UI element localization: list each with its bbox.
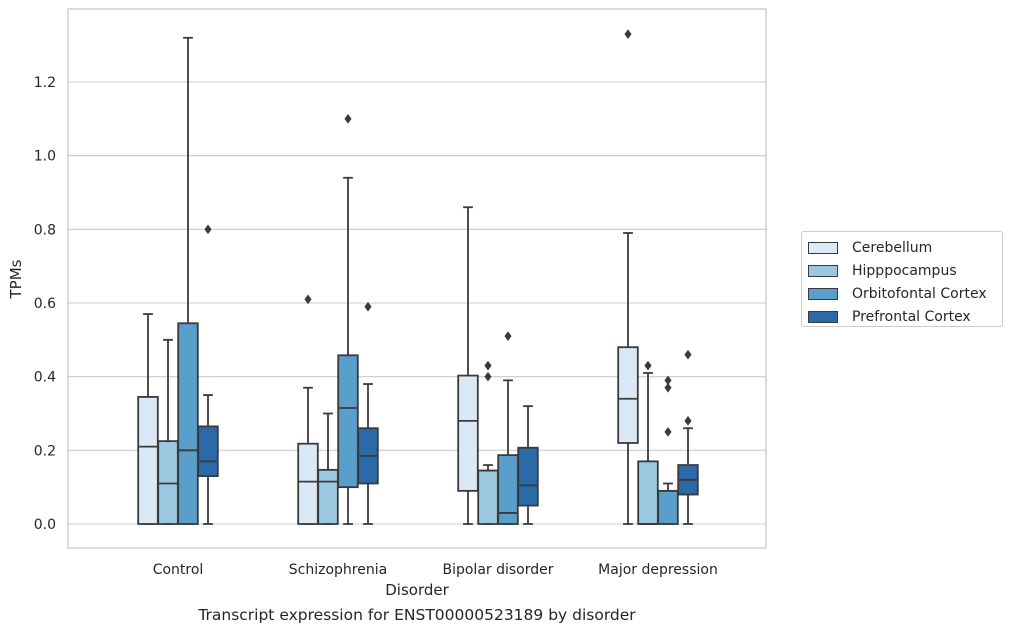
y-axis-ticks: 0.0 0.2 0.4 0.6 0.8 1.0 1.2 <box>34 75 56 533</box>
legend-swatch-cerebellum <box>808 241 838 254</box>
outlier-point <box>664 375 672 386</box>
y-tick-label: 1.2 <box>34 75 56 91</box>
box-body <box>457 374 479 492</box>
box-prefrontal-cortex-1 <box>357 301 379 525</box>
box-orbitofontal-cortex-2 <box>497 331 519 525</box>
legend-label-prefrontal-cortex: Prefrontal Cortex <box>852 308 971 325</box>
box-body <box>657 489 679 525</box>
legend-item-orbitofrontal-cortex: Orbitofontal Cortex <box>808 282 1002 305</box>
box-body <box>137 396 159 525</box>
box-cerebellum-1 <box>297 294 319 525</box>
legend-label-orbitofrontal-cortex: Orbitofontal Cortex <box>852 285 987 302</box>
outlier-point <box>504 331 512 342</box>
outlier-point <box>664 382 672 393</box>
box-body <box>297 442 319 525</box>
box-cerebellum-2 <box>457 206 479 525</box>
x-tick-label: Schizophrenia <box>289 562 387 578</box>
box-body <box>517 446 539 507</box>
outlier-point <box>304 294 312 305</box>
outlier-point <box>624 29 632 40</box>
box-orbitofontal-cortex-0 <box>177 36 199 525</box>
y-tick-label: 0.4 <box>34 370 56 386</box>
legend-swatch-orbitofrontal-cortex <box>808 287 838 300</box>
x-axis-label: Disorder <box>385 581 449 599</box>
x-tick-label: Bipolar disorder <box>442 562 553 578</box>
legend-label-hippocampus: Hipppocampus <box>852 262 957 279</box>
y-tick-label: 1.0 <box>34 149 56 165</box>
outlier-point <box>684 415 692 426</box>
legend-label-cerebellum: Cerebellum <box>852 239 933 256</box>
box-orbitofontal-cortex-1 <box>337 113 359 525</box>
box-body <box>157 440 179 525</box>
box-prefrontal-cortex-3 <box>677 349 699 525</box>
box-hipppocampus-3 <box>637 360 659 525</box>
y-tick-label: 0.6 <box>34 296 56 312</box>
box-orbitofontal-cortex-3 <box>657 375 679 525</box>
box-series <box>137 29 699 525</box>
box-hipppocampus-2 <box>477 360 499 525</box>
outlier-point <box>344 113 352 124</box>
y-axis-label: TPMs <box>7 259 25 299</box>
box-body <box>637 460 659 525</box>
outlier-point <box>484 360 492 371</box>
legend: Cerebellum Hipppocampus Orbitofontal Cor… <box>801 231 1003 327</box>
box-body <box>177 322 199 525</box>
box-hipppocampus-0 <box>157 338 179 525</box>
x-tick-label: Control <box>153 562 204 578</box>
box-prefrontal-cortex-0 <box>197 224 219 525</box>
box-body <box>477 469 499 525</box>
outlier-point <box>644 360 652 371</box>
y-tick-label: 0.8 <box>34 222 56 238</box>
outlier-point <box>364 301 372 312</box>
box-body <box>617 346 639 444</box>
x-tick-label: Major depression <box>598 562 718 578</box>
box-body <box>337 354 359 489</box>
box-cerebellum-3 <box>617 29 639 525</box>
legend-item-cerebellum: Cerebellum <box>808 236 1002 259</box>
y-tick-label: 0.2 <box>34 443 56 459</box>
legend-item-prefrontal-cortex: Prefrontal Cortex <box>808 305 1002 328</box>
box-prefrontal-cortex-2 <box>517 405 539 525</box>
box-hipppocampus-1 <box>317 412 339 525</box>
legend-swatch-hippocampus <box>808 264 838 277</box>
y-tick-label: 0.0 <box>34 517 56 533</box>
legend-item-hippocampus: Hipppocampus <box>808 259 1002 282</box>
plot-frame <box>67 8 767 549</box>
outlier-point <box>684 349 692 360</box>
legend-swatch-prefrontal-cortex <box>808 310 838 323</box>
outlier-point <box>484 371 492 382</box>
chart-caption: Transcript expression for ENST0000052318… <box>198 606 636 624</box>
box-body <box>317 468 339 525</box>
outlier-point <box>664 426 672 437</box>
outlier-point <box>204 224 212 235</box>
box-body <box>197 425 219 478</box>
x-axis-ticks: Control Schizophrenia Bipolar disorder Majo… <box>153 562 718 578</box>
box-cerebellum-0 <box>137 313 159 525</box>
